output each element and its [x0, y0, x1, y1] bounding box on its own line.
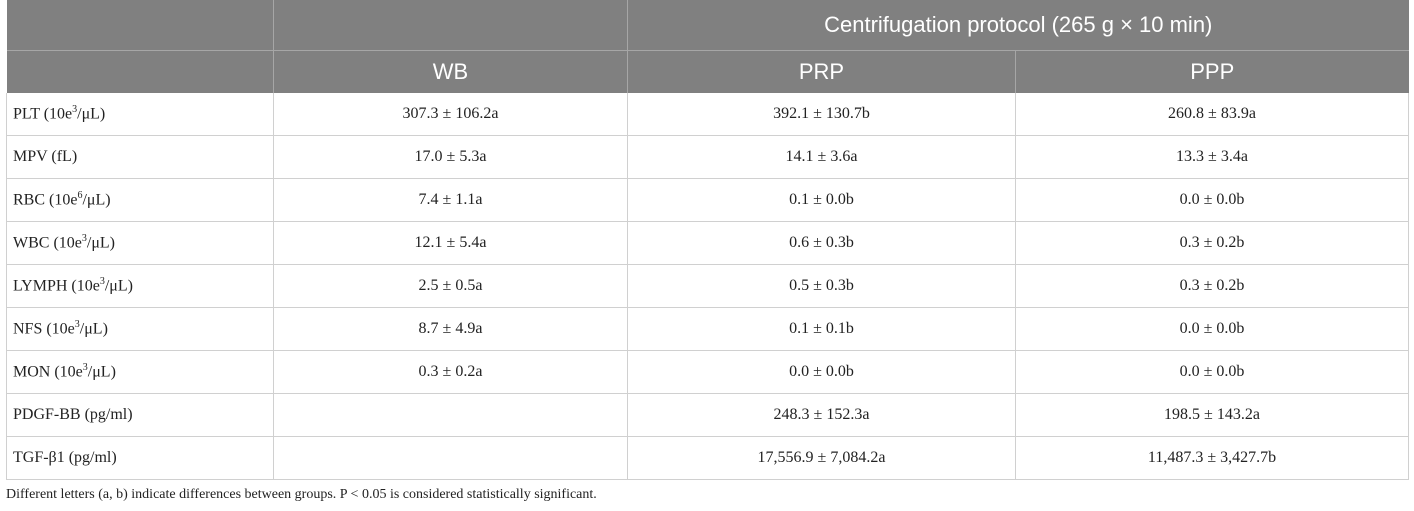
value-cell: 0.6 ± 0.3b: [627, 221, 1016, 265]
value-cell: 198.5 ± 143.2a: [1015, 393, 1409, 437]
column-header: PPP: [1015, 50, 1409, 93]
value-cell: 12.1 ± 5.4a: [273, 221, 628, 265]
column-header: WB: [273, 50, 628, 93]
value-cell: 0.3 ± 0.2b: [1015, 221, 1409, 265]
column-header: PRP: [627, 50, 1016, 93]
label-text: NFS (10e: [13, 320, 75, 338]
table-row: MPV (fL) 17.0 ± 5.3a 14.1 ± 3.6a 13.3 ± 3.4…: [6, 135, 1409, 179]
label-text: WBC (10e: [13, 234, 82, 252]
superscript: 3: [99, 276, 105, 288]
label-text: /μL): [86, 234, 115, 252]
table-row: TGF-β1 (pg/ml) 17,556.9 ± 7,084.2a 11,487.…: [6, 436, 1409, 480]
row-label: NFS (10e3/μL): [6, 307, 274, 351]
table-row: NFS (10e3/μL) 8.7 ± 4.9a 0.1 ± 0.1b 0.0 ± 0…: [6, 307, 1409, 351]
label-text: /μL): [104, 277, 133, 295]
row-label: LYMPH (10e3/μL): [6, 264, 274, 308]
row-label: PDGF-BB (pg/ml): [6, 393, 274, 437]
label-text: /μL): [77, 105, 106, 123]
value-cell: 17.0 ± 5.3a: [273, 135, 628, 179]
row-label: PLT (10e3/μL): [6, 93, 274, 136]
value-cell: 8.7 ± 4.9a: [273, 307, 628, 351]
table-row: RBC (10e6/μL) 7.4 ± 1.1a 0.1 ± 0.0b 0.0 ± 0…: [6, 178, 1409, 222]
value-cell: 11,487.3 ± 3,427.7b: [1015, 436, 1409, 480]
value-cell: 307.3 ± 106.2a: [273, 93, 628, 136]
value-cell: 0.3 ± 0.2b: [1015, 264, 1409, 308]
value-cell: [273, 393, 628, 437]
label-text: /μL): [79, 320, 108, 338]
data-table: Centrifugation protocol (265 g × 10 min)…: [6, 0, 1409, 480]
value-cell: 0.0 ± 0.0b: [627, 350, 1016, 394]
value-cell: 0.0 ± 0.0b: [1015, 178, 1409, 222]
row-label: MPV (fL): [6, 135, 274, 179]
row-label: MON (10e3/μL): [6, 350, 274, 394]
table-row: PDGF-BB (pg/ml) 248.3 ± 152.3a 198.5 ± 143…: [6, 393, 1409, 437]
label-text: /μL): [87, 363, 116, 381]
superscript: 3: [81, 233, 87, 245]
superscript: 3: [72, 104, 78, 116]
label-text: /μL): [82, 191, 111, 209]
value-cell: 0.3 ± 0.2a: [273, 350, 628, 394]
value-cell: 0.0 ± 0.0b: [1015, 350, 1409, 394]
table-row: WBC (10e3/μL) 12.1 ± 5.4a 0.6 ± 0.3b 0.3 ± …: [6, 221, 1409, 265]
header-cell: [6, 50, 274, 93]
value-cell: 13.3 ± 3.4a: [1015, 135, 1409, 179]
row-label: RBC (10e6/μL): [6, 178, 274, 222]
value-cell: [273, 436, 628, 480]
value-cell: 248.3 ± 152.3a: [627, 393, 1016, 437]
label-text: RBC (10e: [13, 191, 78, 209]
row-label: TGF-β1 (pg/ml): [6, 436, 274, 480]
header-cell: [6, 0, 274, 51]
label-text: MPV (fL): [13, 148, 78, 165]
value-cell: 260.8 ± 83.9a: [1015, 93, 1409, 136]
header-cell: [273, 0, 628, 51]
value-cell: 17,556.9 ± 7,084.2a: [627, 436, 1016, 480]
label-text: TGF-β1 (pg/ml): [13, 449, 117, 466]
value-cell: 0.1 ± 0.0b: [627, 178, 1016, 222]
superscript: 3: [82, 362, 88, 374]
table-row: PLT (10e3/μL) 307.3 ± 106.2a 392.1 ± 130.7…: [6, 93, 1409, 136]
superscript: 6: [77, 190, 83, 202]
footnote: Different letters (a, b) indicate differ…: [6, 487, 597, 502]
value-cell: 0.1 ± 0.1b: [627, 307, 1016, 351]
label-text: PDGF-BB (pg/ml): [13, 406, 133, 423]
superscript: 3: [74, 319, 80, 331]
row-label: WBC (10e3/μL): [6, 221, 274, 265]
label-text: PLT (10e: [13, 105, 73, 123]
table-row: LYMPH (10e3/μL) 2.5 ± 0.5a 0.5 ± 0.3b 0.3 ±…: [6, 264, 1409, 308]
value-cell: 7.4 ± 1.1a: [273, 178, 628, 222]
group-header: Centrifugation protocol (265 g × 10 min): [627, 0, 1409, 51]
value-cell: 0.0 ± 0.0b: [1015, 307, 1409, 351]
table-row: MON (10e3/μL) 0.3 ± 0.2a 0.0 ± 0.0b 0.0 ± 0…: [6, 350, 1409, 394]
value-cell: 14.1 ± 3.6a: [627, 135, 1016, 179]
label-text: LYMPH (10e: [13, 277, 100, 295]
value-cell: 2.5 ± 0.5a: [273, 264, 628, 308]
value-cell: 392.1 ± 130.7b: [627, 93, 1016, 136]
label-text: MON (10e: [13, 363, 83, 381]
value-cell: 0.5 ± 0.3b: [627, 264, 1016, 308]
